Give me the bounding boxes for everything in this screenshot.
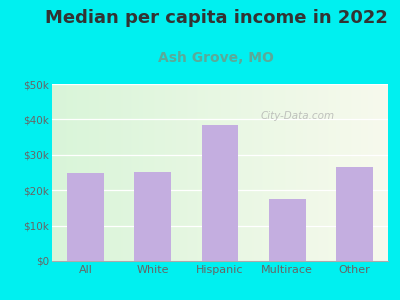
Bar	[202, 125, 238, 261]
Text: Ash Grove, MO: Ash Grove, MO	[158, 51, 274, 65]
Bar	[134, 172, 171, 261]
Text: City-Data.com: City-Data.com	[260, 111, 334, 121]
Bar	[67, 172, 104, 261]
Text: Median per capita income in 2022: Median per capita income in 2022	[44, 9, 388, 27]
Bar	[336, 167, 373, 261]
Bar	[269, 199, 306, 261]
